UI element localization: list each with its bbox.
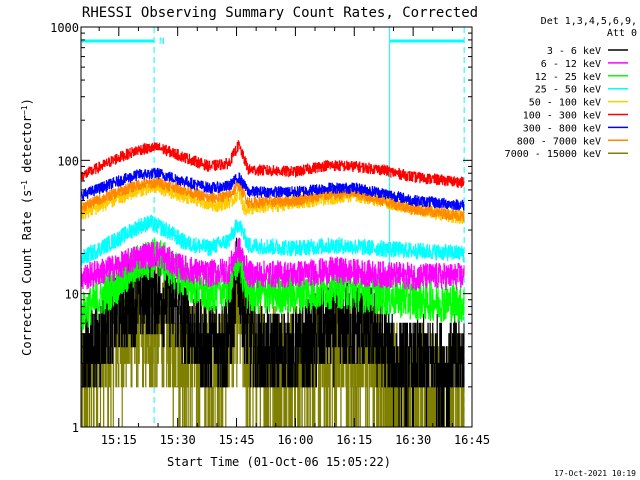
x-tick-label: 16:00 — [277, 433, 313, 447]
timestamp: 17-Oct-2021 10:19 — [554, 469, 636, 478]
y-tick-label: 1000 — [50, 21, 79, 35]
y-tick-label: 10 — [65, 288, 79, 302]
chart-title: RHESSI Observing Summary Count Rates, Co… — [82, 5, 478, 21]
y-tick-label: 1 — [72, 421, 79, 435]
legend-label: 300 - 800 keV — [523, 123, 601, 134]
x-tick-label: 15:15 — [101, 433, 137, 447]
legend-label: 50 - 100 keV — [529, 98, 601, 109]
axis-ticks: 1 10 100 1000 15:15 15:30 15:45 16:00 16:15 16:30… — [50, 21, 490, 447]
legend-label: 12 - 25 keV — [535, 72, 601, 83]
x-axis-label: Start Time (01-Oct-06 15:05:22) — [167, 455, 391, 469]
x-tick-label: 15:45 — [218, 433, 254, 447]
legend-label: 100 - 300 keV — [523, 111, 601, 122]
legend: Det 1,3,4,5,6,9,Att 0 3 - 6 keV 6 - 12 keV… — [505, 16, 637, 160]
series-line — [80, 215, 465, 266]
x-tick-label: 16:30 — [395, 433, 431, 447]
y-axis-label: Corrected Count Rate (s−1 detector−1) — [20, 98, 35, 356]
legend-label: 7000 - 15000 keV — [505, 149, 601, 160]
series-line — [80, 177, 465, 222]
legend-header: Att 0 — [607, 28, 637, 39]
legend-label: 6 - 12 keV — [541, 59, 601, 70]
legend-label: 3 - 6 keV — [547, 46, 601, 57]
x-tick-label: 15:30 — [160, 433, 196, 447]
legend-label: 800 - 7000 keV — [517, 136, 601, 147]
x-tick-label: 16:45 — [454, 433, 490, 447]
plot-frame — [80, 26, 473, 428]
series-line — [80, 237, 465, 290]
series-line — [80, 140, 465, 188]
legend-label: 25 - 50 keV — [535, 85, 601, 96]
x-tick-label: 16:15 — [336, 433, 372, 447]
series-layer — [80, 140, 465, 428]
night-marker-label: N — [159, 37, 164, 47]
series-line — [80, 167, 465, 211]
legend-header: Det 1,3,4,5,6,9, — [541, 16, 637, 27]
y-tick-label: 100 — [57, 154, 79, 168]
